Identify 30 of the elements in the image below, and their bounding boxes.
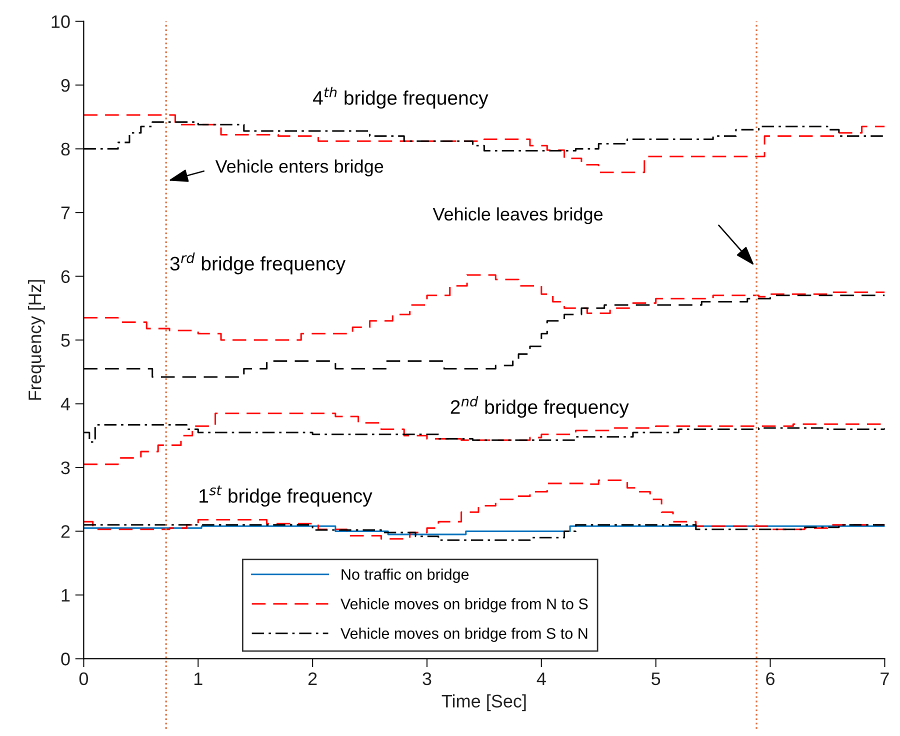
y-tick-label: 0 bbox=[61, 652, 70, 666]
y-tick-label: 7 bbox=[61, 206, 70, 220]
y-tick-label: 4 bbox=[60, 398, 70, 410]
x-tick-label: 2 bbox=[308, 672, 317, 685]
annotation: Vehicle enters bridge bbox=[215, 160, 384, 176]
annotation: Vehicle leaves bridge bbox=[432, 207, 603, 224]
x-tick-label: 5 bbox=[652, 672, 660, 686]
x-tick-label: 4 bbox=[536, 672, 546, 685]
annotation: 4$^{th}$ bridge frequency bbox=[313, 86, 488, 109]
y-tick-label: 9 bbox=[61, 79, 70, 92]
legend-label: No traffic on bridge bbox=[342, 568, 469, 583]
annotation: 2$^{nd}$ bridge frequency bbox=[450, 396, 629, 418]
y-axis-title: Frequency [Hz] bbox=[28, 280, 45, 400]
annotation: 3$^{rd}$ bridge frequency bbox=[170, 252, 346, 274]
annotation: 1$^{st}$ bridge frequency bbox=[200, 486, 372, 507]
y-tick-label: 5 bbox=[61, 334, 70, 347]
x-axis-title: Time [Sec] bbox=[442, 694, 526, 712]
x-tick-label: 0 bbox=[79, 672, 88, 686]
y-tick-label: 6 bbox=[61, 270, 70, 284]
x-tick-label: 6 bbox=[766, 672, 774, 686]
y-tick-label: 2 bbox=[61, 525, 70, 538]
y-tick-label: 3 bbox=[61, 461, 70, 474]
legend-label: Vehicle moves on bridge from N to S bbox=[340, 598, 588, 612]
y-tick-label: 1 bbox=[62, 589, 70, 602]
y-tick-label: 8 bbox=[61, 142, 70, 156]
legend-label: Vehicle moves on bridge from S to N bbox=[340, 628, 588, 642]
x-tick-label: 3 bbox=[422, 672, 432, 686]
x-tick-label: 7 bbox=[880, 672, 889, 685]
y-tick-label: 10 bbox=[52, 15, 70, 28]
x-tick-label: 1 bbox=[194, 672, 202, 685]
